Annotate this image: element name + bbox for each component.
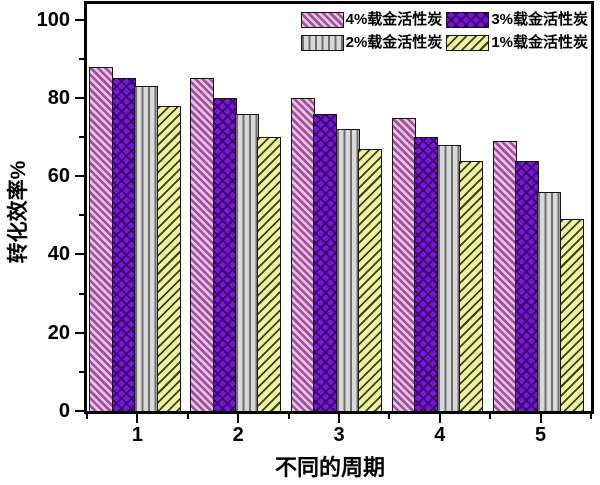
- x-minor-tick: [590, 414, 592, 419]
- legend-label: 1%载金活性炭: [491, 34, 588, 51]
- bar-series2-cycle1: [111, 78, 136, 411]
- bar-series4-cycle2: [257, 137, 282, 411]
- legend-label: 2%载金活性炭: [345, 34, 443, 51]
- x-minor-tick: [388, 414, 391, 419]
- x-major-tick: [136, 414, 139, 423]
- y-minor-tick: [79, 136, 84, 139]
- legend-item-1pct: 1%载金活性炭: [446, 34, 588, 51]
- y-tick-label-20: 20: [47, 321, 70, 344]
- x-minor-tick: [86, 414, 88, 419]
- x-major-tick: [438, 414, 441, 423]
- bar-series4-cycle3: [358, 148, 383, 411]
- x-tick-label-4: 4: [434, 424, 446, 446]
- y-major-tick: [75, 410, 84, 412]
- plot-area: 4%载金活性炭 3%载金活性炭 2%载金活性炭 1%载金活性炭: [84, 1, 594, 414]
- legend-swatch-icon: [300, 11, 344, 28]
- legend-item-2pct: 2%载金活性炭: [300, 34, 443, 51]
- y-tick-label-60: 60: [47, 165, 70, 188]
- x-major-tick: [338, 414, 340, 423]
- x-major-tick: [539, 414, 542, 423]
- x-major-tick: [237, 414, 240, 423]
- bar-series3-cycle4: [436, 144, 461, 411]
- legend-label: 4%载金活性炭: [345, 11, 443, 28]
- legend-swatch-icon: [300, 34, 344, 51]
- legend-item-4pct: 4%载金活性炭: [300, 11, 443, 28]
- x-minor-tick: [287, 414, 290, 419]
- bar-series2-cycle5: [515, 160, 539, 411]
- y-tick-label-80: 80: [47, 86, 70, 109]
- bar-series1-cycle2: [190, 78, 215, 411]
- bar-series1-cycle3: [291, 97, 315, 411]
- x-tick-label-2: 2: [232, 424, 244, 446]
- y-axis-title: 转化效率%: [7, 160, 30, 264]
- x-minor-tick: [489, 414, 492, 419]
- bar-series2-cycle3: [313, 113, 338, 411]
- legend-swatch-icon: [446, 11, 490, 28]
- x-tick-label-3: 3: [333, 424, 345, 446]
- y-major-tick: [75, 18, 84, 21]
- y-tick-label-0: 0: [58, 400, 70, 422]
- x-tick-label-5: 5: [535, 424, 547, 446]
- y-tick-label-100: 100: [36, 8, 70, 31]
- legend-item-3pct: 3%载金活性炭: [446, 11, 588, 28]
- y-major-tick: [75, 331, 84, 334]
- legend-swatch-icon: [446, 34, 490, 51]
- bar-series2-cycle2: [212, 97, 237, 411]
- bar-series1-cycle1: [89, 66, 114, 411]
- y-major-tick: [75, 175, 84, 178]
- bar-series3-cycle5: [537, 191, 562, 411]
- y-minor-tick: [79, 370, 84, 373]
- x-axis-title: 不同的周期: [274, 455, 386, 480]
- y-minor-tick: [79, 292, 84, 295]
- bar-series1-cycle4: [391, 117, 416, 411]
- y-major-tick: [75, 253, 84, 256]
- legend-label: 3%载金活性炭: [491, 11, 588, 28]
- x-tick-label-1: 1: [131, 424, 143, 446]
- bar-series4-cycle4: [459, 160, 483, 411]
- bar-series4-cycle5: [559, 219, 584, 411]
- legend: 4%载金活性炭 3%载金活性炭 2%载金活性炭 1%载金活性炭: [300, 11, 588, 51]
- y-tick-label-40: 40: [47, 243, 70, 266]
- y-minor-tick: [79, 57, 84, 60]
- bar-series3-cycle1: [134, 86, 159, 411]
- bar-series3-cycle3: [335, 129, 360, 411]
- x-minor-tick: [186, 414, 189, 419]
- y-major-tick: [75, 96, 84, 99]
- y-minor-tick: [79, 214, 84, 217]
- bar-series4-cycle1: [156, 105, 181, 411]
- bar-series3-cycle2: [235, 113, 259, 411]
- bar-series2-cycle4: [414, 137, 439, 411]
- bar-series1-cycle5: [492, 141, 517, 411]
